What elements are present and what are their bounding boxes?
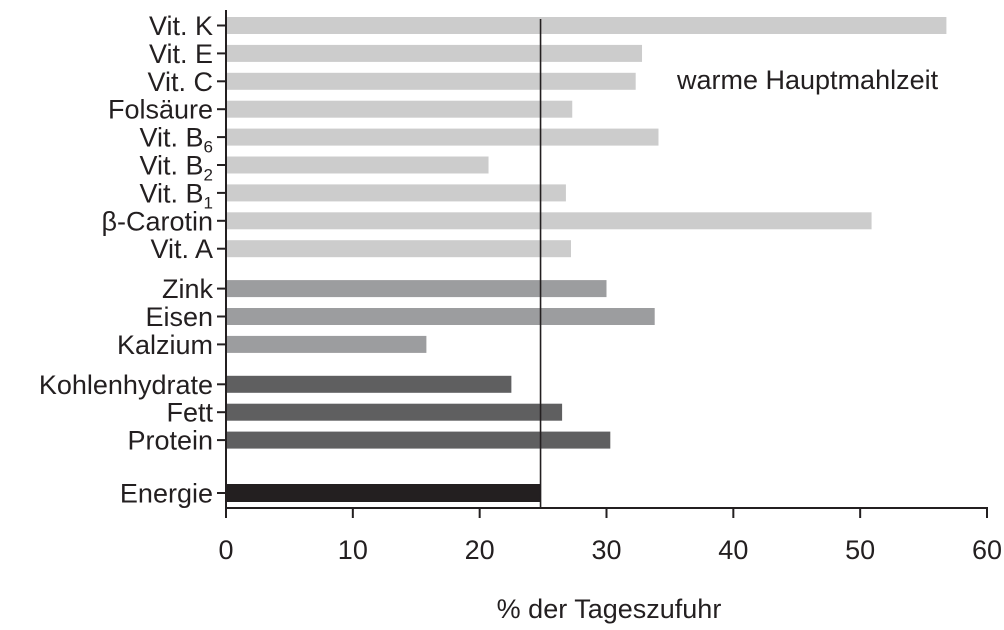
bar-kohlenhydrate — [226, 375, 512, 393]
bar-zink — [226, 280, 607, 298]
bar-fols-ure — [226, 100, 573, 118]
category-label-vit-a: Vit. A — [150, 234, 213, 264]
chart-annotation: warme Hauptmahlzeit — [676, 65, 939, 95]
bar-kalzium — [226, 335, 427, 353]
bars-layer — [226, 17, 947, 502]
bar-fett — [226, 403, 563, 421]
bar-vit-c — [226, 72, 636, 90]
category-label-kalzium: Kalzium — [117, 330, 213, 360]
x-tick-labels-layer: 0 10 20 30 40 50 60 — [218, 535, 1002, 565]
bar-carotin — [226, 212, 872, 230]
x-tick-label: 60 — [972, 535, 1002, 565]
bar-vit-e — [226, 44, 643, 62]
category-label-energie: Energie — [120, 479, 213, 509]
category-label-vit-k: Vit. K — [149, 11, 213, 41]
x-tick-label: 40 — [718, 535, 748, 565]
x-tick-label: 50 — [845, 535, 875, 565]
category-label-vit-e: Vit. E — [149, 39, 213, 69]
category-label-zink: Zink — [162, 274, 214, 304]
category-label-fols-ure: Folsäure — [108, 95, 213, 125]
category-label-kohlenhydrate: Kohlenhydrate — [39, 370, 213, 400]
bar-vit-b2 — [226, 156, 489, 174]
category-label-vit-c: Vit. C — [147, 67, 213, 97]
category-label-vit-b2: Vit. B2 — [139, 151, 213, 185]
category-label-vit-b6: Vit. B6 — [139, 123, 213, 157]
x-tick-label: 0 — [218, 535, 233, 565]
x-axis-title: % der Tageszufuhr — [497, 594, 722, 624]
bar-vit-b6 — [226, 128, 659, 146]
x-tick-label: 10 — [338, 535, 368, 565]
category-label-fett: Fett — [166, 398, 213, 428]
bar-vit-a — [226, 240, 571, 258]
axes-layer — [217, 10, 988, 518]
bar-vit-k — [226, 17, 947, 34]
x-tick-label: 20 — [465, 535, 495, 565]
bar-eisen — [226, 308, 655, 325]
category-label-vit-b1: Vit. B1 — [139, 178, 213, 212]
bar-energie — [226, 484, 541, 502]
bar-vit-b1 — [226, 184, 566, 202]
x-tick-label: 30 — [591, 535, 621, 565]
bar-protein — [226, 431, 611, 449]
category-label-carotin: β-Carotin — [101, 206, 213, 236]
category-label-eisen: Eisen — [145, 302, 213, 332]
category-label-protein: Protein — [127, 426, 213, 456]
